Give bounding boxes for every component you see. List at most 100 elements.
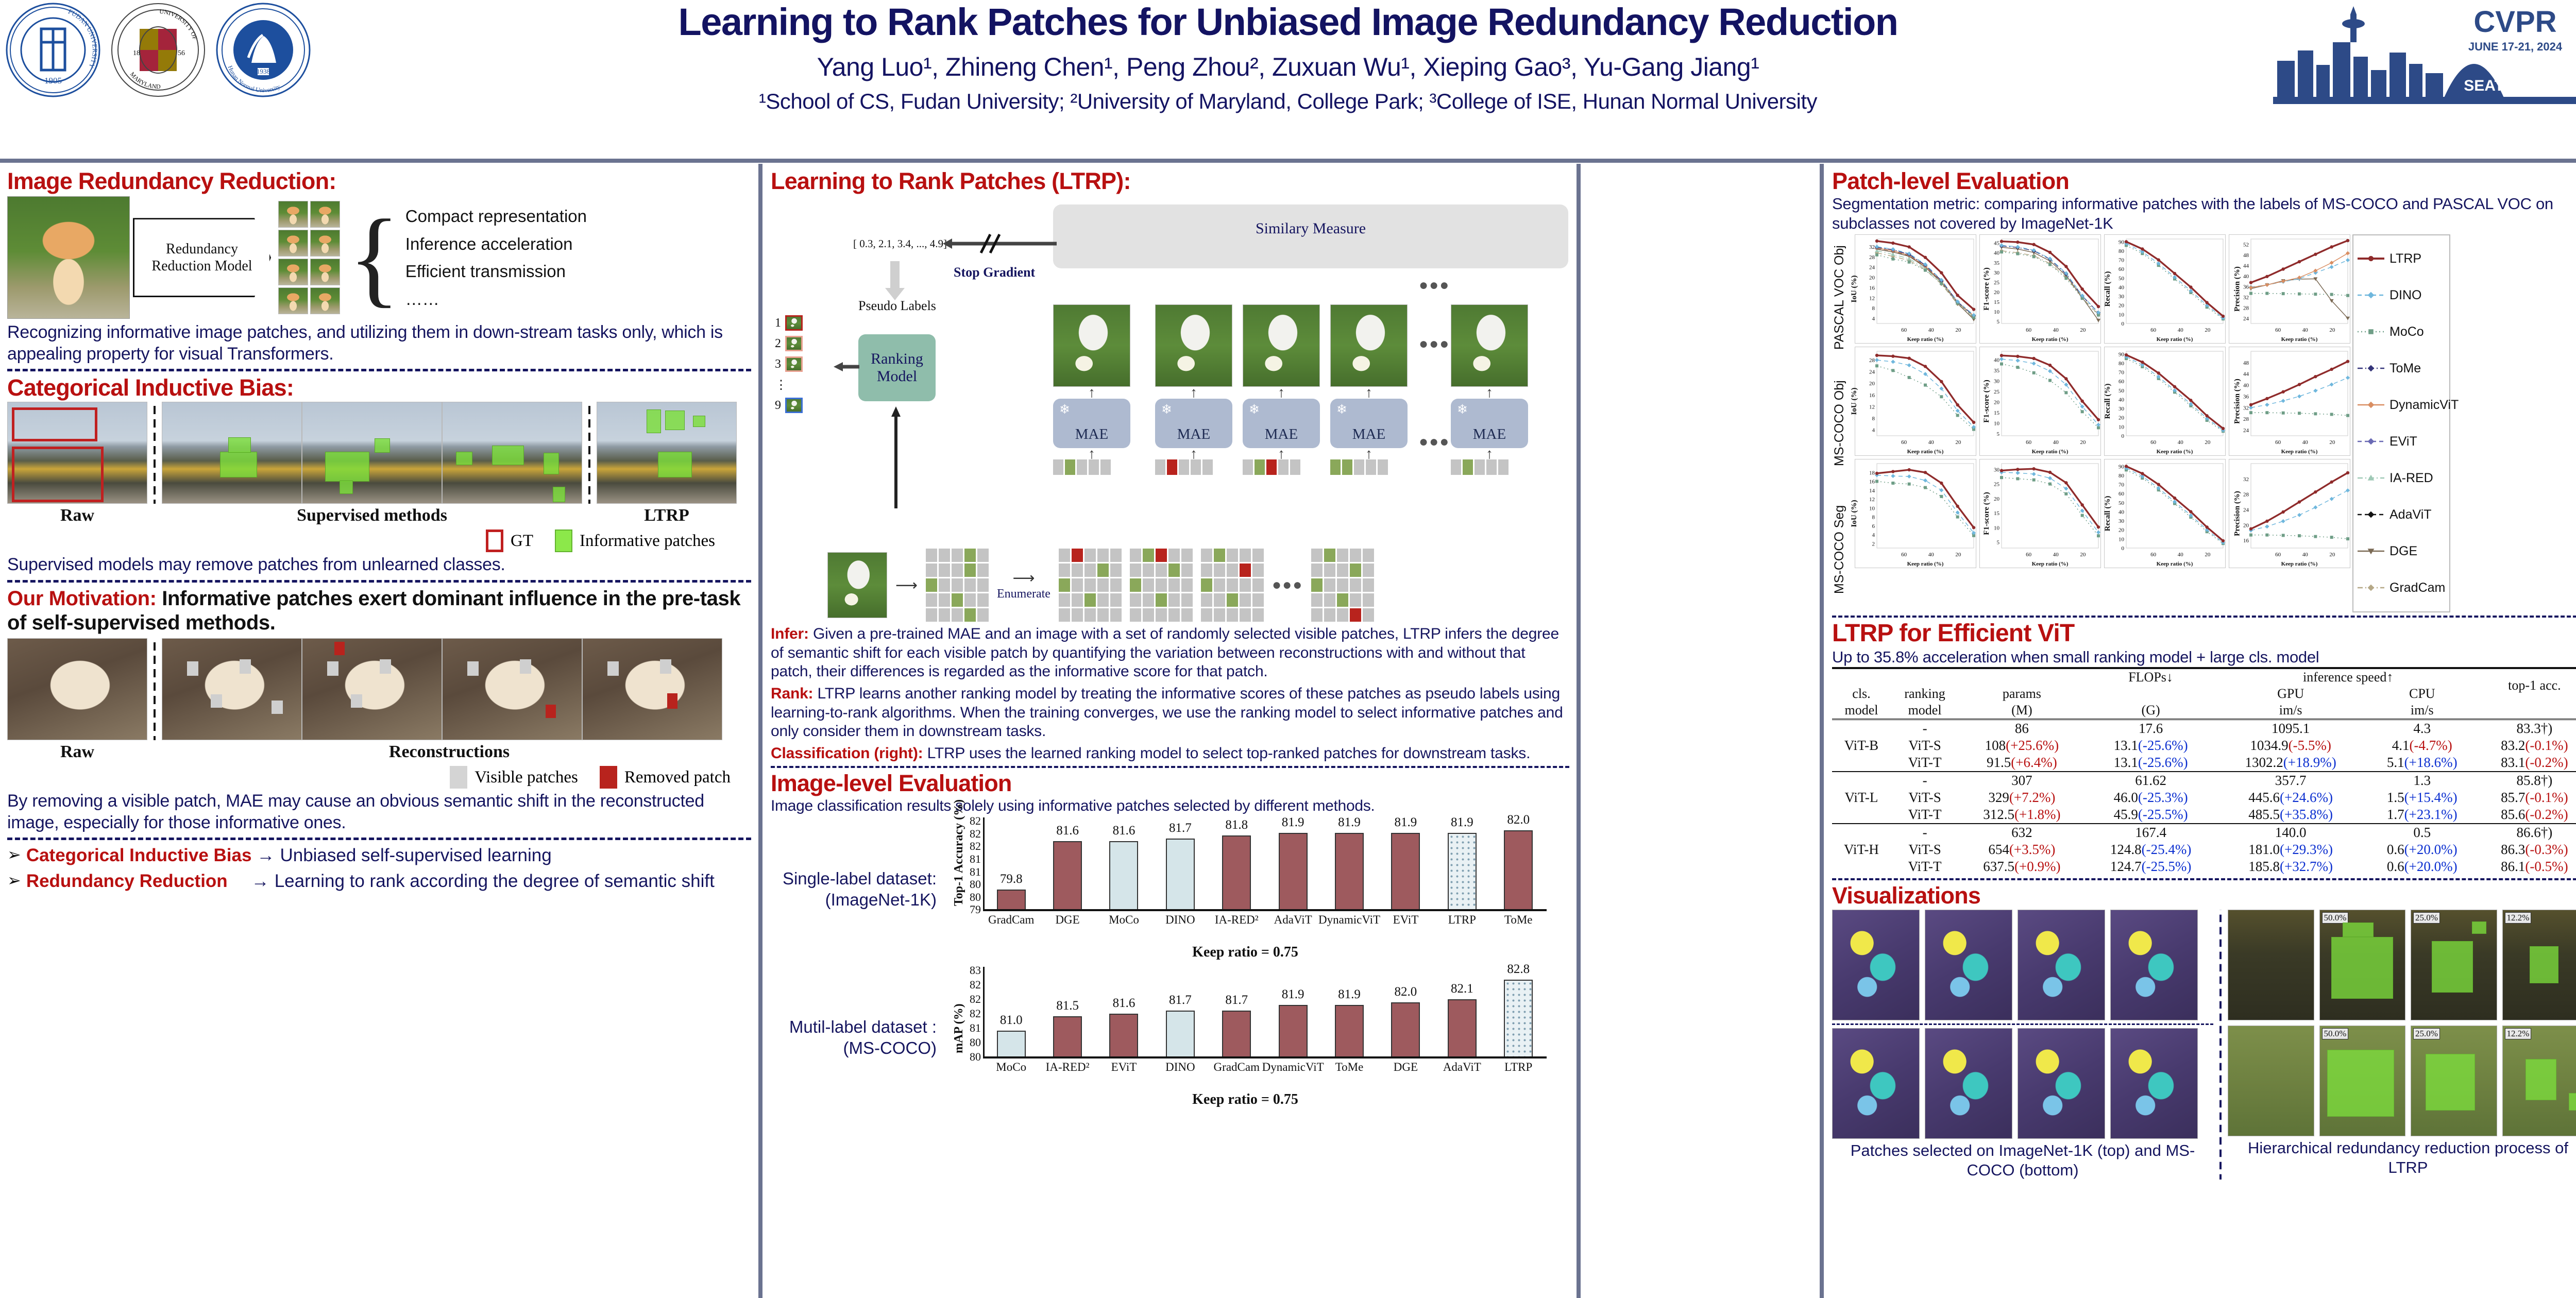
y-axis-label: Top-1 Accuracy (%): [952, 799, 965, 907]
section-divider: [7, 579, 751, 583]
cell-gpu-speed: 1302.2(+18.9%): [2245, 755, 2336, 771]
svg-text:0: 0: [2122, 433, 2125, 439]
table-row: - 86 17.6 1095.1 4.3 83.3†): [1832, 719, 2576, 738]
svg-text:15: 15: [1994, 299, 2000, 305]
motivation-statement: Our Motivation: Informative patches exer…: [7, 587, 751, 635]
svg-text:70: 70: [2119, 482, 2125, 488]
bar-value-label: 79.8: [999, 872, 1023, 886]
svg-text:52: 52: [2243, 242, 2249, 248]
cell-ranking-model: ViT-T: [1908, 859, 1942, 875]
mae-branch: ↑ ❄ MAE ↑: [1243, 304, 1320, 475]
mae-box: ❄ MAE: [1243, 398, 1320, 448]
cell-cpu-speed: 1.5(+15.4%): [2386, 790, 2458, 806]
arrow-up-icon: ↑: [1278, 384, 1285, 401]
train-supervised-image-3: [442, 402, 582, 504]
reconstruction-image: [1155, 304, 1232, 387]
bar-category-label: MoCo: [996, 1061, 1027, 1074]
table-header-row-1: FLOPs↓ inference speed↑ top-1 acc.: [1832, 668, 2576, 693]
section-divider: [1832, 615, 2576, 618]
mae-branch: ↑ ❄ MAE ↑: [1451, 304, 1528, 475]
svg-text:10: 10: [2119, 424, 2125, 430]
middle-column: Learning to Rank Patches (LTRP): Similar…: [762, 166, 1577, 1298]
bar-group: 82.0 DGE: [1391, 985, 1420, 1073]
ellipsis-dots: ●●●: [1419, 277, 1450, 294]
patch-tile: [310, 201, 340, 228]
cell-flops: 46.0(-25.3%): [2113, 790, 2188, 806]
legend-label-informative: Informative patches: [580, 531, 715, 550]
patch-level-caption: Segmentation metric: comparing informati…: [1832, 195, 2553, 233]
y-axis-label: F1-score (%): [1982, 492, 1991, 535]
visualizations-block: Patches selected on ImageNet-1K (top) an…: [1832, 910, 2576, 1180]
author-list: Yang Luo¹, Zhineng Chen¹, Peng Zhou², Zu…: [817, 52, 1759, 81]
similarity-measure-box: Similary Measure: [1053, 204, 1568, 269]
svg-text:40: 40: [1994, 357, 2000, 363]
line-chart-pascal-voc-obj-precision: 24 28 32 36 40 44 48 52 60 40 20 Keep ratio (%) Prec…: [2229, 234, 2350, 344]
table-header-row-2: cls. ranking params GPU CPU: [1832, 686, 2576, 702]
svg-text:24: 24: [2243, 428, 2249, 434]
cell-top1-acc: 85.7(-0.1%): [2501, 790, 2568, 806]
svg-text:12: 12: [1869, 497, 1875, 503]
svg-text:10: 10: [1994, 525, 2000, 531]
bar-group: 81.9 ToMe: [1335, 987, 1364, 1073]
svg-text:24: 24: [2243, 316, 2249, 322]
enumerate-figure: ⟶ ⟶ Enumerate: [771, 549, 1569, 622]
bar-category-label: LTRP: [1504, 1061, 1533, 1074]
line-chart-pascal-voc-obj-f1: 5 10 15 20 25 30 35 40 45 60 40 20 Keep ratio (%) F1-…: [1979, 234, 2101, 344]
chevron-right-icon: ➢: [7, 845, 21, 864]
cell-gpu-speed: 181.0(+29.3%): [2248, 842, 2333, 858]
th-blank-4: [2085, 686, 2217, 702]
multi-label-chart-block: Mutil-label dataset : (MS-COCO) 81.0 MoCo…: [771, 962, 1569, 1108]
svg-text:16: 16: [2243, 538, 2249, 544]
categorical-bias-caption: Supervised models may remove patches fro…: [7, 555, 505, 575]
heatmap-image: [1925, 910, 2012, 1021]
th-params: params: [2002, 686, 2041, 702]
train-ltrp-image: [597, 402, 737, 504]
svg-text:20: 20: [2119, 527, 2125, 534]
ltrp-pipeline-diagram: Similary Measure [ 0.3, 2.1, 3.4, ..., 4…: [771, 195, 1574, 556]
svg-text:Keep ratio (%): Keep ratio (%): [1907, 449, 1944, 455]
legend-item-ia-red: IA-RED: [2357, 460, 2446, 497]
benefit-item: Efficient transmission: [405, 262, 566, 281]
svg-text:2: 2: [1872, 541, 1875, 547]
section-title-ltrp: Learning to Rank Patches (LTRP):: [771, 168, 1131, 194]
cell-params: 312.5(+1.8%): [1983, 807, 2061, 823]
bar-value-label: 81.9: [1281, 987, 1304, 1002]
y-axis-label: F1-score (%): [1982, 267, 1991, 311]
informative-patch: [325, 452, 369, 482]
svg-text:10: 10: [1994, 420, 2000, 426]
svg-text:35: 35: [1994, 368, 2000, 374]
arrow-up-icon: ↑: [1365, 445, 1372, 462]
ltrp-vit-caption: Up to 35.8% acceleration when small rank…: [1832, 648, 2319, 667]
table-row: ViT-H ViT-S 654(+3.5%) 124.8(-25.4%) 181.0(+…: [1832, 841, 2576, 858]
x-axis: [983, 909, 1547, 912]
mae-label: MAE: [1352, 425, 1386, 442]
svg-text:1905: 1905: [44, 76, 62, 86]
bar-category-label: AdaViT: [1274, 913, 1312, 927]
reduction-step-image: 25.0%: [2411, 1026, 2497, 1137]
th-cls-model: model: [1844, 703, 1878, 718]
svg-text:40: 40: [2302, 327, 2309, 333]
visible-removed-legend: Visible patches Removed patch: [7, 766, 751, 789]
svg-text:24: 24: [2243, 507, 2249, 513]
bar: [1278, 1005, 1308, 1059]
cell-ranking-model: ViT-T: [1908, 755, 1942, 771]
bar: [1053, 841, 1082, 912]
table-row: - 632 167.4 140.0 0.5 86.6†): [1832, 824, 2576, 841]
cell-params: 91.5(+6.4%): [1987, 755, 2057, 771]
dog-reconstruction-1: [162, 638, 302, 741]
dog-reconstruction-3: [442, 638, 582, 741]
svg-text:30: 30: [1994, 270, 2000, 276]
cell-cpu-speed: 5.1(+18.6%): [2386, 755, 2458, 771]
svg-text:32: 32: [1869, 244, 1875, 250]
classification-text: LTRP uses the learned ranking model to s…: [927, 744, 1531, 762]
takeaway-item: ➢ Redundancy Reduction → Learning to ran…: [7, 870, 751, 893]
svg-text:Keep ratio (%): Keep ratio (%): [2281, 449, 2318, 455]
gt-swatch-icon: [486, 530, 504, 553]
dog-raw-image: [7, 638, 147, 741]
informative-patch: [647, 409, 661, 434]
motivation-caption: By removing a visible patch, MAE may cau…: [7, 791, 704, 832]
svg-text:20: 20: [2119, 303, 2125, 309]
y-tick-label: 81: [970, 1021, 981, 1035]
svg-text:10: 10: [2119, 312, 2125, 318]
svg-text:20: 20: [2329, 327, 2335, 333]
